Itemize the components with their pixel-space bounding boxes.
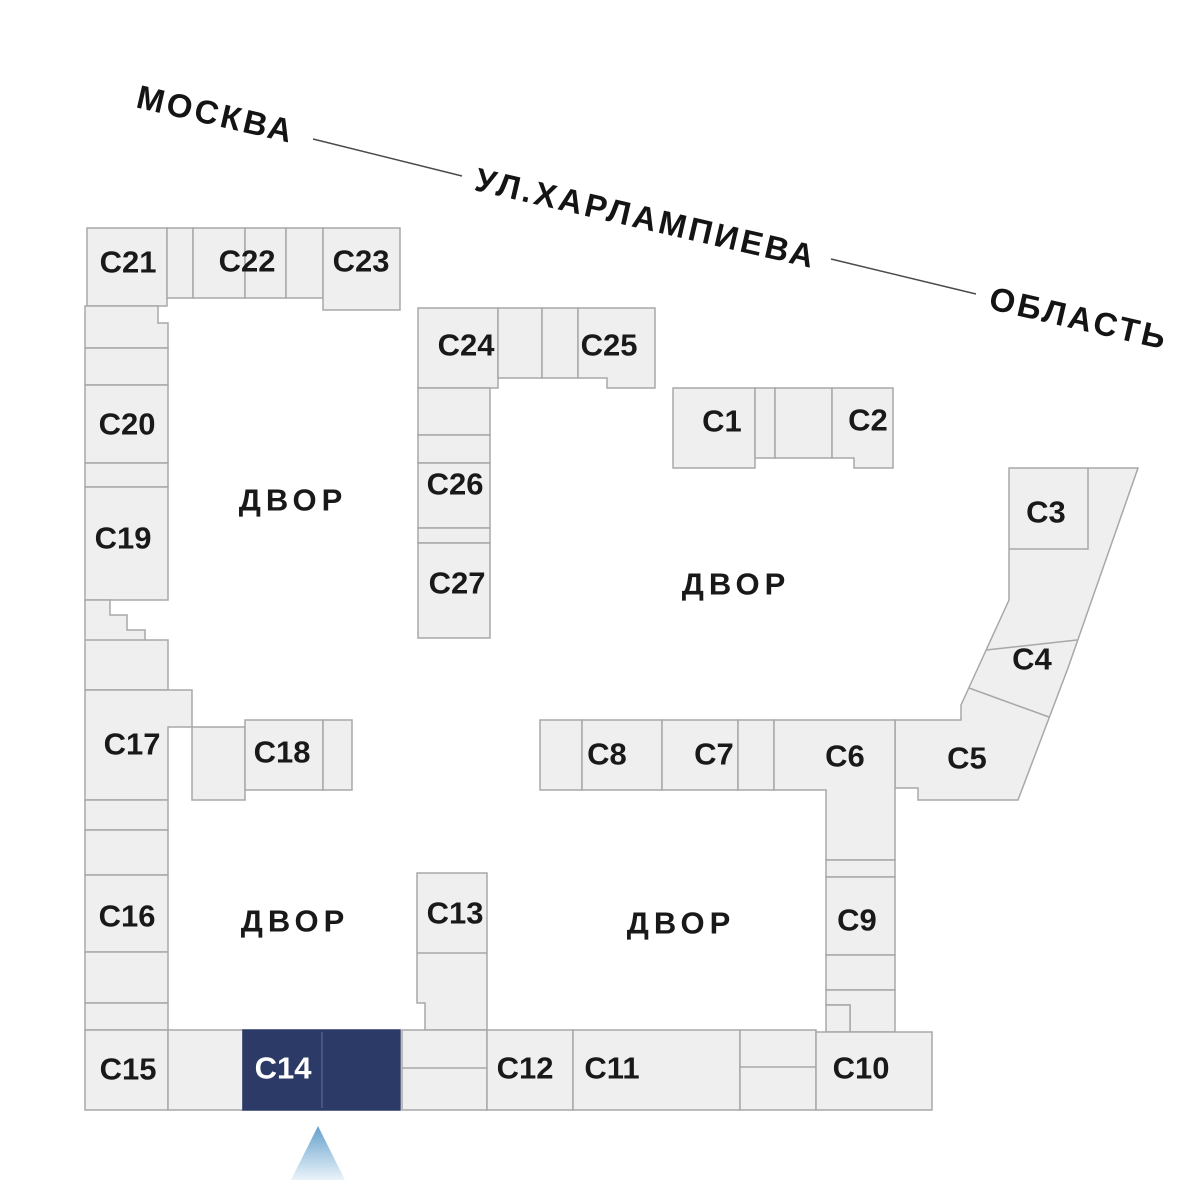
building-c3-label: С3 [1026, 495, 1066, 530]
building-section [541, 307, 579, 379]
building-section [497, 307, 543, 379]
building-strip-c3-c4-c5[interactable] [894, 467, 1140, 801]
selected-marker-icon [291, 1126, 345, 1180]
building-c14-label: С14 [255, 1051, 313, 1086]
building-c5-label: С5 [947, 741, 987, 776]
building-c15-label: С15 [100, 1052, 157, 1087]
building-section [84, 462, 169, 488]
building-section [84, 799, 169, 831]
building-c25-label: С25 [581, 328, 638, 363]
building-section [166, 227, 194, 299]
building-c24[interactable] [417, 307, 499, 389]
building-c19-label: С19 [95, 521, 152, 556]
building-c22-section [244, 227, 287, 299]
building-c27[interactable] [417, 542, 491, 639]
building-c24-label: С24 [438, 328, 496, 363]
building-c11-label: С11 [584, 1051, 639, 1086]
building-section [84, 347, 169, 386]
building-c27-label: С27 [429, 566, 486, 601]
building-c23-label: С23 [333, 244, 390, 279]
building-section [84, 599, 169, 691]
building-section [825, 954, 896, 991]
building-c12-label: С12 [497, 1051, 554, 1086]
building-c21[interactable] [86, 227, 168, 307]
building-divider [985, 639, 1078, 651]
building-c26[interactable] [417, 462, 491, 529]
building-section [84, 951, 169, 1004]
building-c18[interactable] [244, 719, 324, 791]
building-section [322, 719, 353, 791]
building-section [417, 434, 491, 464]
building-c13-label: С13 [427, 896, 484, 931]
building-section [167, 1029, 244, 1111]
building-c2-label: С2 [848, 403, 888, 438]
building-c10[interactable] [815, 1031, 933, 1111]
building-c18-label: С18 [254, 735, 311, 770]
building-c1[interactable] [672, 387, 756, 469]
courtyard-label-top-left: ДВОР [239, 483, 348, 518]
building-c2[interactable] [831, 387, 894, 469]
building-c19[interactable] [84, 486, 169, 601]
building-section [191, 726, 246, 801]
building-c17-label: С17 [104, 727, 161, 762]
building-c16[interactable] [84, 874, 169, 953]
courtyard-label-bottom-right: ДВОР [627, 906, 736, 941]
courtyard-labels: ДВОР ДВОР ДВОР ДВОР [239, 483, 791, 941]
building-c23[interactable] [322, 227, 401, 311]
building-section [285, 227, 324, 299]
building-section [401, 1029, 488, 1111]
building-divider [1009, 468, 1089, 550]
building-section [825, 1004, 851, 1033]
building-labels: С21 С22 С23 С20 С19 С24 С25 С26 С27 С1 С… [95, 244, 1066, 1087]
building-c8-label: С8 [587, 737, 627, 772]
building-section [84, 1002, 169, 1031]
building-c26-label: С26 [427, 467, 484, 502]
building-c9[interactable] [825, 876, 896, 956]
building-section [739, 1029, 817, 1111]
building-c15[interactable] [84, 1029, 169, 1111]
building-c21-label: С21 [100, 245, 157, 280]
building-section [754, 387, 776, 459]
building-section [84, 305, 169, 349]
building-c1-label: С1 [702, 404, 742, 439]
building-c11[interactable] [572, 1029, 741, 1111]
courtyard-label-top-right: ДВОР [682, 567, 791, 602]
building-c6-label: С6 [825, 739, 865, 774]
building-section [737, 719, 775, 791]
building-section [774, 387, 833, 459]
building-section [84, 829, 169, 876]
street-city-label: МОСКВА [133, 78, 298, 150]
building-c25[interactable] [577, 307, 656, 389]
building-section [417, 387, 491, 436]
street-name-label: УЛ.ХАРЛАМПИЕВА [472, 161, 821, 276]
street-region-label: ОБЛАСТЬ [986, 279, 1172, 356]
street-line [830, 258, 977, 295]
courtyard-label-bottom-left: ДВОР [241, 904, 350, 939]
building-c7-label: С7 [694, 737, 734, 772]
building-c10-label: С10 [833, 1051, 890, 1086]
building-c4-label: С4 [1012, 642, 1052, 677]
building-c9-label: С9 [837, 903, 877, 938]
building-c20-label: С20 [99, 407, 156, 442]
buildings-layer [84, 227, 1140, 1111]
building-section [417, 527, 491, 544]
building-c8[interactable] [581, 719, 663, 791]
building-divider [968, 687, 1050, 718]
building-section [539, 719, 583, 791]
building-section [825, 859, 896, 878]
building-c12[interactable] [486, 1029, 574, 1111]
building-c22-label: С22 [219, 244, 276, 279]
street-line [312, 138, 463, 177]
building-c20[interactable] [84, 384, 169, 464]
building-c16-label: С16 [99, 899, 156, 934]
